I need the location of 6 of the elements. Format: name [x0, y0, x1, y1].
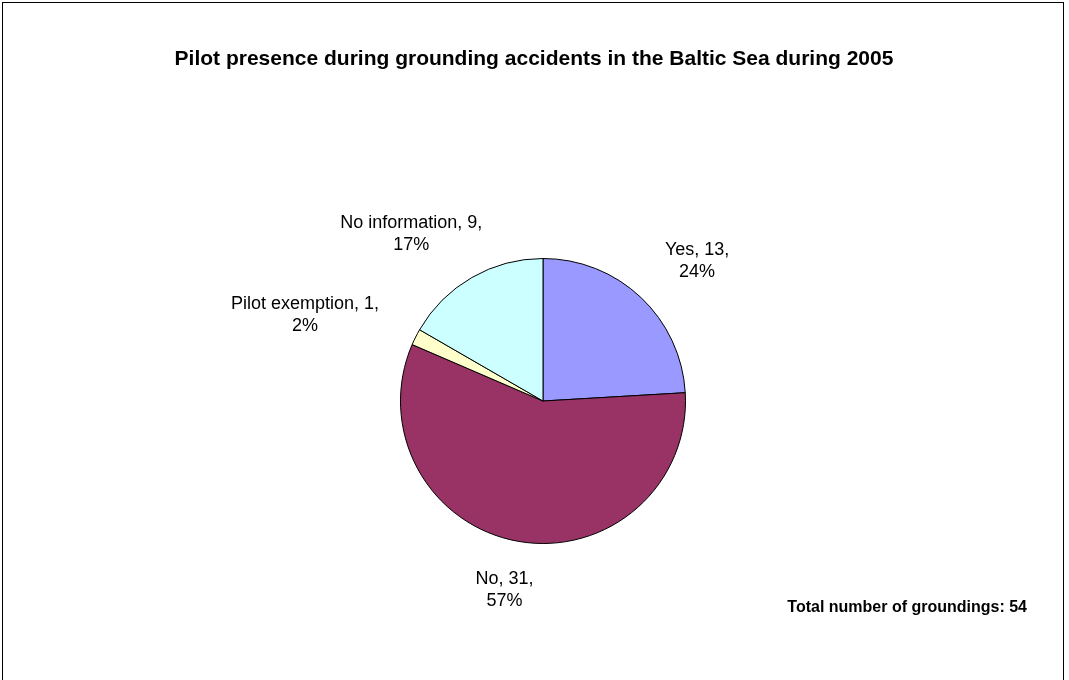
slice-label: Pilot exemption, 1, 2% [230, 292, 379, 335]
text: Total number of groundings: 54 [787, 598, 1027, 616]
slice-label: No, 31, 57% [475, 568, 534, 611]
chart-title: Pilot presence during grounding accidents in the Baltic Sea during 2005 [173, 45, 895, 71]
slice-label: Yes, 13, 24% [664, 239, 730, 282]
slice-label: No information, 9, 17% [340, 212, 483, 255]
